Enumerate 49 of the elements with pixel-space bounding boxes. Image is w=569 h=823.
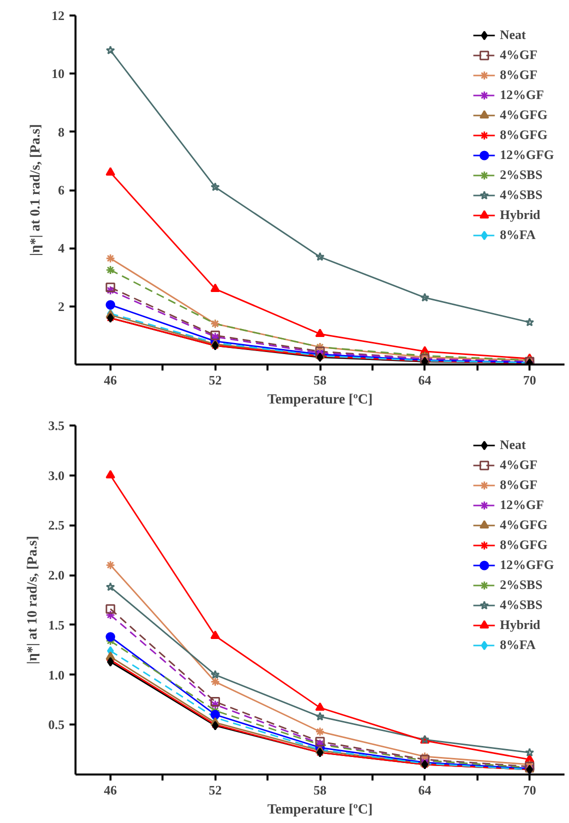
legend-label: 4%GFG (500, 517, 548, 533)
y-tick-label: 2 (58, 298, 64, 314)
x-tick-label: 58 (314, 372, 327, 388)
y-tick-label: 2.5 (48, 518, 65, 533)
legend-label: Neat (500, 437, 526, 453)
legend-label: 8%FA (500, 227, 536, 243)
y-tick-label: 3.0 (48, 468, 64, 483)
legend-label: 12%GFG (500, 147, 554, 163)
y-tick-label: 12 (52, 8, 64, 23)
y-tick-label: 6 (58, 182, 65, 198)
legend-label: 2%SBS (500, 577, 542, 593)
legend-label: 4%SBS (500, 187, 542, 203)
x-tick-label: 52 (208, 782, 222, 798)
legend-label: 12%GFG (500, 557, 554, 573)
y-tick-label: 4 (58, 240, 65, 256)
legend-label: 8%GFG (500, 537, 548, 553)
legend-label: 4%GF (500, 47, 538, 63)
legend-label: 8%GF (500, 67, 538, 83)
legend-label: Hybrid (500, 207, 540, 223)
x-axis-title: Temperature [ºC] (267, 392, 373, 408)
x-tick-label: 58 (314, 782, 327, 798)
y-tick-label: 2.0 (48, 568, 64, 583)
y-axis-title: |η*| at 0.1 rad/s, [Pa.s] (28, 124, 44, 256)
legend-label: 2%SBS (500, 167, 542, 183)
x-tick-label: 52 (208, 372, 222, 388)
x-tick-label: 46 (104, 782, 118, 798)
x-axis-title: Temperature [ºC] (267, 802, 373, 818)
legend-label: 4%SBS (500, 597, 542, 613)
legend-label: Hybrid (500, 617, 540, 633)
legend-label: 8%FA (500, 637, 536, 653)
legend-label: 8%GFG (500, 127, 548, 143)
legend-label: Neat (500, 27, 526, 43)
legend-label: 12%GF (500, 497, 544, 513)
y-tick-label: 10 (52, 66, 64, 82)
y-tick-label: 3.5 (48, 418, 65, 433)
y-tick-label: 8 (58, 124, 65, 140)
legend-label: 4%GF (500, 457, 538, 473)
x-tick-label: 64 (418, 372, 432, 388)
x-tick-label: 70 (523, 782, 536, 798)
x-tick-label: 46 (104, 372, 118, 388)
x-tick-label: 70 (523, 372, 536, 388)
y-tick-label: 0.5 (48, 717, 65, 732)
legend-label: 4%GFG (500, 107, 548, 123)
y-tick-label: 1.0 (48, 667, 64, 682)
y-axis-title: |η*| at 10 rad/s, [Pa.s] (25, 536, 40, 664)
y-tick-label: 1.5 (48, 617, 65, 632)
x-tick-label: 64 (418, 782, 432, 798)
legend-label: 12%GF (500, 87, 544, 103)
legend-label: 8%GF (500, 477, 538, 493)
